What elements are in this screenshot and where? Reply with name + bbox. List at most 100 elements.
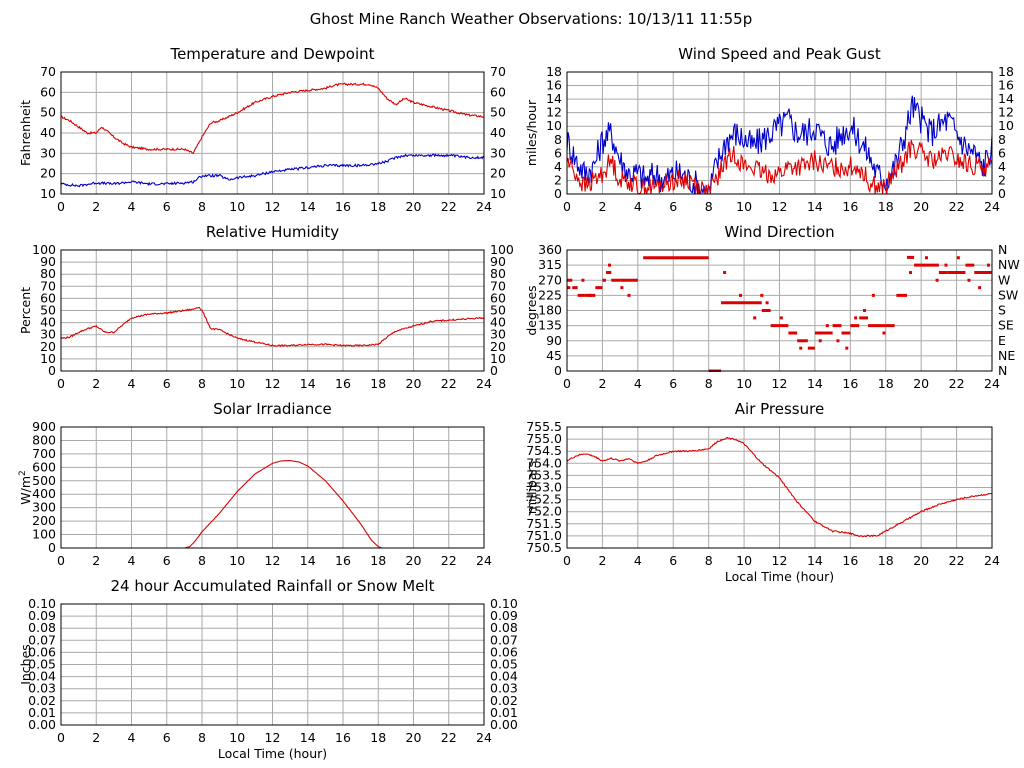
x-tick-label: 22 xyxy=(441,376,457,391)
y-tick-label-right: 50 xyxy=(490,105,506,120)
x-tick-label: 24 xyxy=(476,199,492,214)
y-tick-label-right: NE xyxy=(998,348,1015,363)
series-line xyxy=(61,82,484,155)
direction-dot xyxy=(871,293,875,297)
y-axis-label: degrees xyxy=(524,285,539,335)
x-tick-label: 14 xyxy=(807,376,823,391)
y-tick-label: 315 xyxy=(538,257,562,272)
direction-dot xyxy=(818,339,822,343)
y-tick-label-right: 30 xyxy=(490,327,506,342)
direction-dot xyxy=(978,286,982,290)
x-tick-label: 24 xyxy=(984,199,1000,214)
y-tick-label: 8 xyxy=(554,132,562,147)
x-tick-label: 18 xyxy=(370,730,386,745)
y-axis-label: Inches xyxy=(18,644,33,685)
x-tick-label: 4 xyxy=(128,199,136,214)
x-tick-label: 20 xyxy=(913,553,929,568)
y-tick-label-right: SW xyxy=(998,287,1018,302)
y-tick-label: 0 xyxy=(48,363,56,378)
y-tick-label: 751.5 xyxy=(526,516,562,531)
direction-dot xyxy=(836,339,840,343)
direction-dot xyxy=(760,293,764,297)
series-group xyxy=(567,255,992,372)
y-axis-label: Fahrenheit xyxy=(18,100,33,166)
direction-dot xyxy=(986,263,990,267)
x-tick-label: 20 xyxy=(406,376,422,391)
y-axis-label: W/m2 xyxy=(18,470,33,504)
y-tick-label: 753.0 xyxy=(526,480,562,495)
chart-title: Wind Direction xyxy=(724,223,834,241)
x-tick-label: 22 xyxy=(441,199,457,214)
x-tick-label: 8 xyxy=(705,553,713,568)
x-tick-label: 18 xyxy=(370,199,386,214)
y-tick-label: 180 xyxy=(538,303,562,318)
y-tick-label: 20 xyxy=(40,339,56,354)
direction-dot xyxy=(799,346,803,350)
y-tick-label: 400 xyxy=(32,486,56,501)
y-tick-label: 45 xyxy=(546,348,562,363)
direction-dot xyxy=(825,324,829,328)
y-tick-label-right: 0.02 xyxy=(490,693,518,708)
x-tick-label: 4 xyxy=(128,730,136,745)
y-tick-label: 0.06 xyxy=(28,644,56,659)
x-tick-label: 18 xyxy=(878,553,894,568)
x-tick-label: 24 xyxy=(984,376,1000,391)
y-tick-label-right: W xyxy=(998,272,1010,287)
x-tick-label: 6 xyxy=(669,553,677,568)
plot-frame xyxy=(60,249,485,372)
x-tick-label: 10 xyxy=(229,553,245,568)
x-tick-label: 4 xyxy=(634,199,642,214)
y-tick-label: 60 xyxy=(40,84,56,99)
chart-title: Temperature and Dewpoint xyxy=(169,45,374,63)
y-tick-label: 750.5 xyxy=(526,540,562,555)
y-tick-label-right: 90 xyxy=(490,254,506,269)
x-tick-label: 24 xyxy=(984,553,1000,568)
chart-title: 24 hour Accumulated Rainfall or Snow Mel… xyxy=(111,577,435,595)
series-group xyxy=(567,436,992,538)
x-tick-label: 18 xyxy=(370,376,386,391)
chart-title: Relative Humidity xyxy=(206,223,339,241)
y-tick-label: 12 xyxy=(546,105,562,120)
series-line xyxy=(61,153,484,188)
y-tick-label: 30 xyxy=(40,145,56,160)
x-tick-label: 6 xyxy=(669,199,677,214)
direction-dot xyxy=(567,286,571,290)
y-tick-label: 60 xyxy=(40,290,56,305)
y-tick-label-right: 60 xyxy=(490,290,506,305)
x-tick-label: 22 xyxy=(949,376,965,391)
x-tick-label: 14 xyxy=(300,199,316,214)
x-tick-label: 8 xyxy=(198,376,206,391)
y-tick-label-right: 0.00 xyxy=(490,717,518,732)
y-tick-label: 4 xyxy=(554,159,562,174)
y-tick-label-right: 80 xyxy=(490,266,506,281)
y-tick-label-right: 40 xyxy=(490,315,506,330)
x-tick-label: 22 xyxy=(949,553,965,568)
y-axis-label: millibars xyxy=(524,461,539,514)
y-tick-label: 40 xyxy=(40,315,56,330)
plot-frame xyxy=(60,426,485,549)
y-tick-label: 90 xyxy=(546,333,562,348)
y-tick-label: 700 xyxy=(32,446,56,461)
y-tick-label-right: 0.07 xyxy=(490,632,518,647)
y-tick-label: 0.09 xyxy=(28,608,56,623)
y-tick-label-right: 20 xyxy=(490,339,506,354)
y-tick-label-right: 18 xyxy=(998,64,1014,79)
direction-dot xyxy=(924,256,928,260)
x-tick-label: 0 xyxy=(57,199,65,214)
x-tick-label: 8 xyxy=(198,730,206,745)
x-axis-label: Local Time (hour) xyxy=(218,746,327,761)
y-tick-label: 0 xyxy=(554,186,562,201)
chart-title: Wind Speed and Peak Gust xyxy=(678,45,881,63)
x-tick-label: 12 xyxy=(265,730,281,745)
x-tick-label: 4 xyxy=(128,553,136,568)
y-tick-label-right: 12 xyxy=(998,105,1014,120)
y-tick-label: 2 xyxy=(554,172,562,187)
series-line xyxy=(567,139,992,195)
x-tick-label: 8 xyxy=(198,553,206,568)
x-tick-label: 10 xyxy=(736,199,752,214)
y-tick-label: 800 xyxy=(32,432,56,447)
direction-dot xyxy=(854,316,858,320)
y-tick-label-right: 10 xyxy=(998,118,1014,133)
